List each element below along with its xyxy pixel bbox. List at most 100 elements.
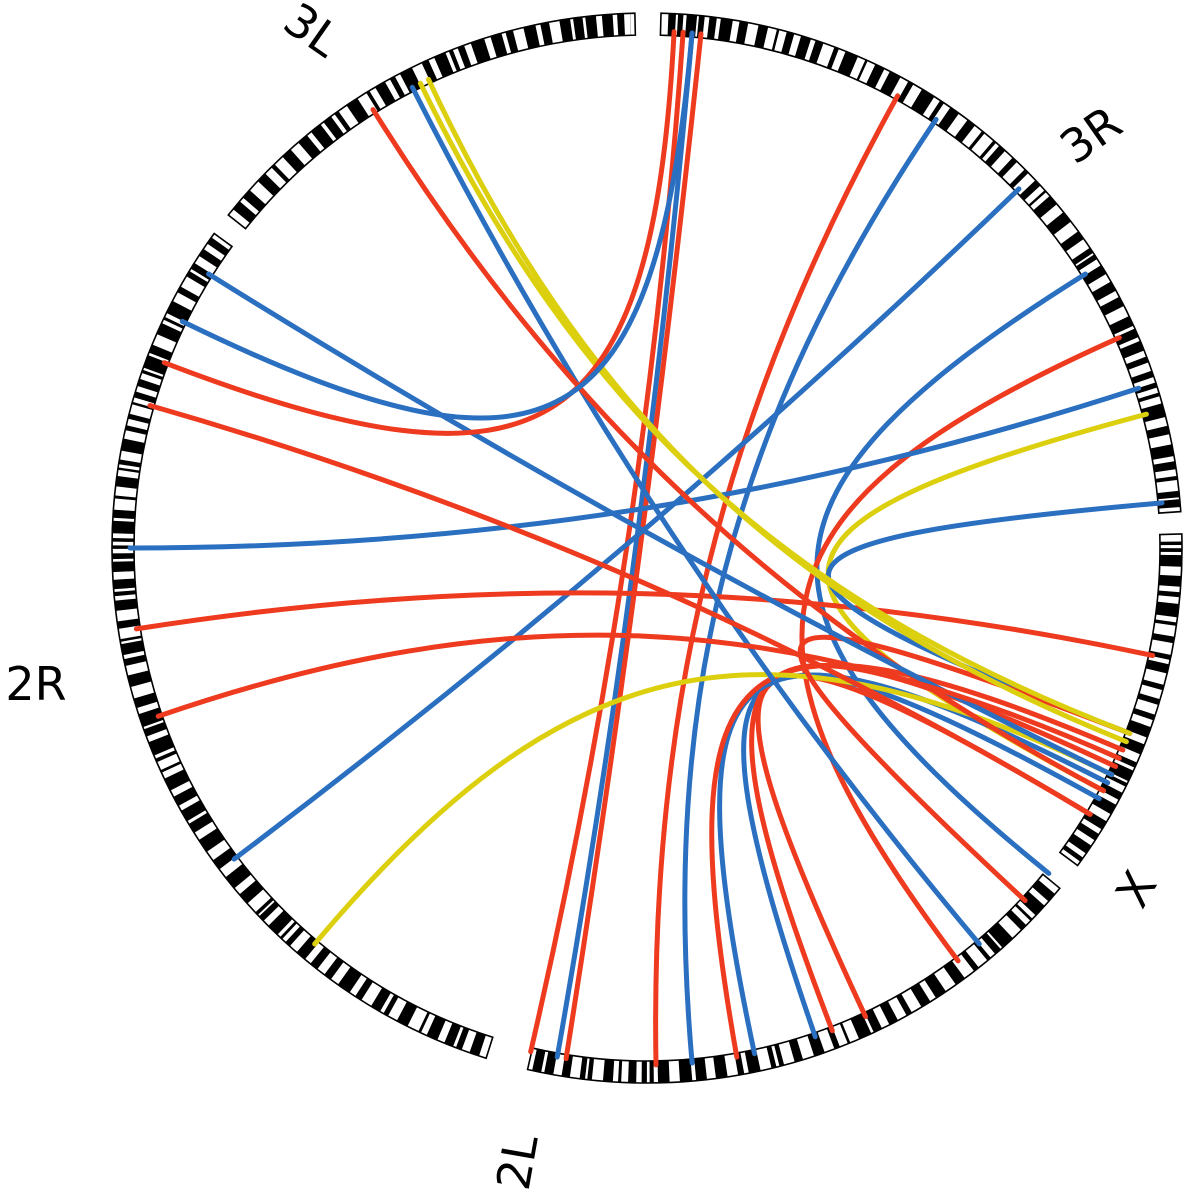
link-yellow bbox=[417, 80, 1133, 736]
ideogram-band bbox=[141, 369, 164, 381]
ideogram-band bbox=[1091, 281, 1117, 302]
ideogram-band bbox=[1014, 903, 1033, 921]
chromosome-ideogram-2R bbox=[111, 232, 494, 1060]
ideogram-band bbox=[188, 812, 213, 833]
ideogram-band bbox=[1019, 891, 1045, 916]
ideogram-band bbox=[137, 378, 161, 393]
ideogram-band bbox=[1009, 169, 1029, 189]
ideogram-band bbox=[1075, 254, 1098, 271]
ideogram-band bbox=[457, 45, 472, 69]
ideogram-band bbox=[434, 52, 454, 78]
chromosome-label-3L: 3L bbox=[274, 0, 350, 68]
ideogram-band bbox=[123, 654, 147, 667]
ideogram-band bbox=[115, 475, 139, 489]
ideogram-band bbox=[426, 1015, 446, 1041]
ideogram-band bbox=[310, 946, 331, 970]
ideogram-band bbox=[1076, 822, 1100, 841]
ideogram-band bbox=[1146, 425, 1170, 439]
ideogram-band bbox=[383, 994, 399, 1017]
ideogram-band bbox=[713, 1055, 728, 1079]
chromosome-ideogram-3R bbox=[659, 12, 1182, 514]
ideogram-band bbox=[1134, 382, 1158, 395]
ideogram-band bbox=[601, 14, 614, 37]
ideogram-band bbox=[1157, 490, 1180, 500]
ideogram-band bbox=[897, 81, 914, 104]
link-blue bbox=[682, 116, 939, 1066]
ideogram-band bbox=[399, 67, 422, 94]
ideogram-band bbox=[1126, 719, 1152, 738]
ideogram-band bbox=[298, 135, 321, 160]
ideogram-band bbox=[1155, 601, 1180, 618]
ideogram-band bbox=[1125, 356, 1149, 370]
ideogram-band bbox=[979, 140, 997, 160]
ideogram-band bbox=[744, 1049, 761, 1074]
ideogram-band bbox=[1068, 833, 1092, 854]
ideogram-band bbox=[212, 847, 237, 870]
ideogram-band bbox=[207, 237, 230, 256]
ideogram-band bbox=[928, 100, 945, 122]
ideogram-band bbox=[334, 111, 352, 132]
link-red bbox=[709, 662, 1126, 1060]
ideogram-band bbox=[112, 553, 135, 560]
ideogram-band bbox=[774, 1043, 785, 1067]
ideogram-band bbox=[826, 46, 839, 70]
ideogram-band bbox=[572, 16, 586, 40]
ideogram-band bbox=[1019, 180, 1041, 201]
ideogram-band bbox=[1151, 633, 1175, 644]
ideogram-band bbox=[127, 413, 151, 424]
ideogram-band bbox=[1148, 650, 1172, 661]
ideogram-band bbox=[181, 800, 206, 822]
ideogram-band bbox=[896, 993, 913, 1016]
ideogram-band bbox=[177, 286, 200, 303]
link-blue bbox=[814, 271, 1088, 876]
ideogram-band bbox=[1071, 247, 1094, 265]
ideogram-band bbox=[794, 35, 812, 60]
ideogram-band bbox=[788, 1038, 804, 1063]
ideogram-band bbox=[118, 459, 142, 468]
ideogram-band bbox=[375, 81, 396, 107]
ideogram-band bbox=[618, 1060, 623, 1083]
ideogram-band bbox=[370, 987, 391, 1012]
ideogram-band bbox=[143, 355, 169, 375]
ideogram-band bbox=[984, 145, 1006, 168]
chromosome-ideogram-X bbox=[1058, 533, 1183, 867]
ideogram-band bbox=[924, 973, 947, 999]
ideogram-band bbox=[444, 1022, 461, 1047]
ideogram-band bbox=[523, 24, 540, 49]
ideogram-band bbox=[808, 40, 824, 64]
ideogram-band bbox=[1130, 370, 1154, 384]
ideogram-band bbox=[943, 960, 965, 985]
ideogram-band bbox=[641, 1060, 647, 1083]
link-blue bbox=[554, 30, 695, 1060]
ideogram-band bbox=[1033, 195, 1057, 219]
ideogram-band bbox=[198, 828, 225, 852]
ideogram-band bbox=[296, 935, 319, 960]
ideogram-band bbox=[112, 520, 135, 534]
ideogram-band bbox=[346, 98, 370, 124]
ideogram-band bbox=[1159, 541, 1182, 546]
ideogram-band bbox=[559, 18, 574, 42]
ideogram-band bbox=[807, 1031, 825, 1057]
ideogram-band bbox=[268, 910, 293, 935]
ideogram-bands bbox=[111, 13, 1183, 1083]
ideogram-band bbox=[337, 966, 362, 993]
ideogram-band bbox=[865, 64, 885, 89]
ideogram-band bbox=[910, 89, 935, 116]
link-curves bbox=[127, 29, 1165, 1068]
link-blue bbox=[206, 271, 1115, 778]
ideogram-band bbox=[113, 590, 137, 597]
ideogram-band bbox=[114, 495, 137, 501]
ideogram-band bbox=[1153, 461, 1177, 473]
ideogram-band bbox=[138, 707, 164, 728]
link-red bbox=[147, 403, 1093, 817]
ideogram-band bbox=[544, 1051, 558, 1075]
ideogram-band bbox=[579, 1056, 588, 1080]
ideogram-band bbox=[617, 13, 625, 36]
ideogram-band bbox=[1137, 693, 1161, 706]
link-blue bbox=[409, 84, 982, 947]
ideogram-band bbox=[125, 425, 148, 435]
ideogram-band bbox=[1082, 265, 1107, 286]
ideogram-band bbox=[1154, 619, 1177, 626]
ideogram-band bbox=[649, 1060, 654, 1083]
